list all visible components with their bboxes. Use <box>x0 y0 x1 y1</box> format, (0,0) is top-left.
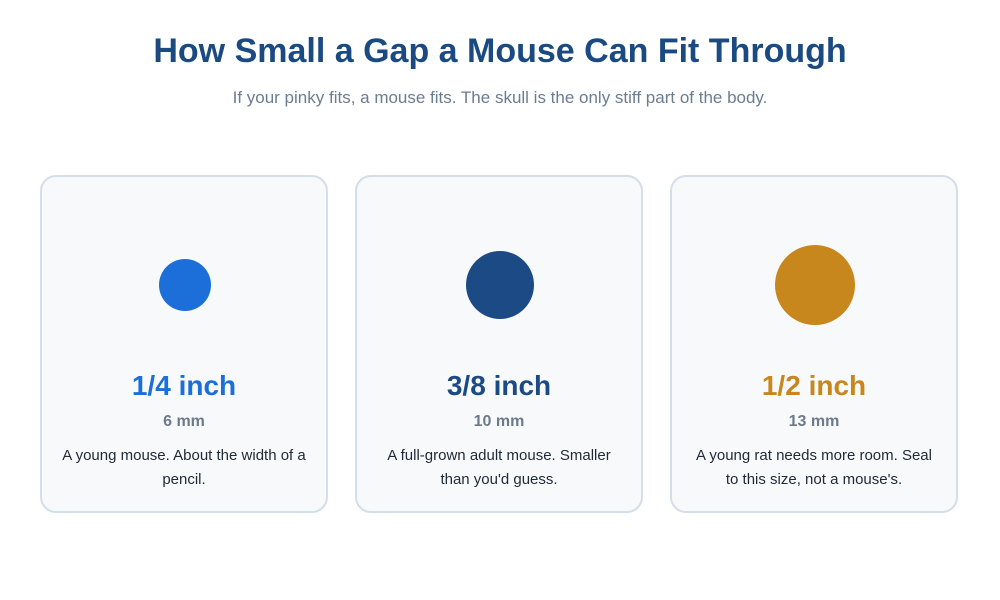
gap-size-circle <box>466 251 534 319</box>
gap-description: A young mouse. About the width of a penc… <box>62 447 306 488</box>
gap-size-circle <box>775 245 855 325</box>
gap-card-young-rat: 1/2 inch 13 mm A young rat needs more ro… <box>670 175 958 513</box>
gap-card-young-mouse: 1/4 inch 6 mm A young mouse. About the w… <box>40 175 328 513</box>
gap-card-adult-mouse: 3/8 inch 10 mm A full-grown adult mouse.… <box>355 175 643 513</box>
page-title: How Small a Gap a Mouse Can Fit Through <box>153 32 847 70</box>
page-subtitle: If your pinky fits, a mouse fits. The sk… <box>232 88 768 107</box>
gap-description: A full-grown adult mouse. Smaller than y… <box>387 447 611 488</box>
gap-size-circle <box>159 259 211 311</box>
gap-size-inches: 1/2 inch <box>761 370 867 401</box>
gap-size-inches: 1/4 inch <box>131 370 237 401</box>
gap-size-cards: 1/4 inch 6 mm A young mouse. About the w… <box>40 175 960 515</box>
gap-size-mm: 10 mm <box>473 413 525 430</box>
gap-size-mm: 6 mm <box>163 413 205 430</box>
gap-description: A young rat needs more room. Seal to thi… <box>696 447 932 488</box>
gap-size-mm: 13 mm <box>788 413 840 430</box>
gap-size-inches: 3/8 inch <box>446 370 552 401</box>
